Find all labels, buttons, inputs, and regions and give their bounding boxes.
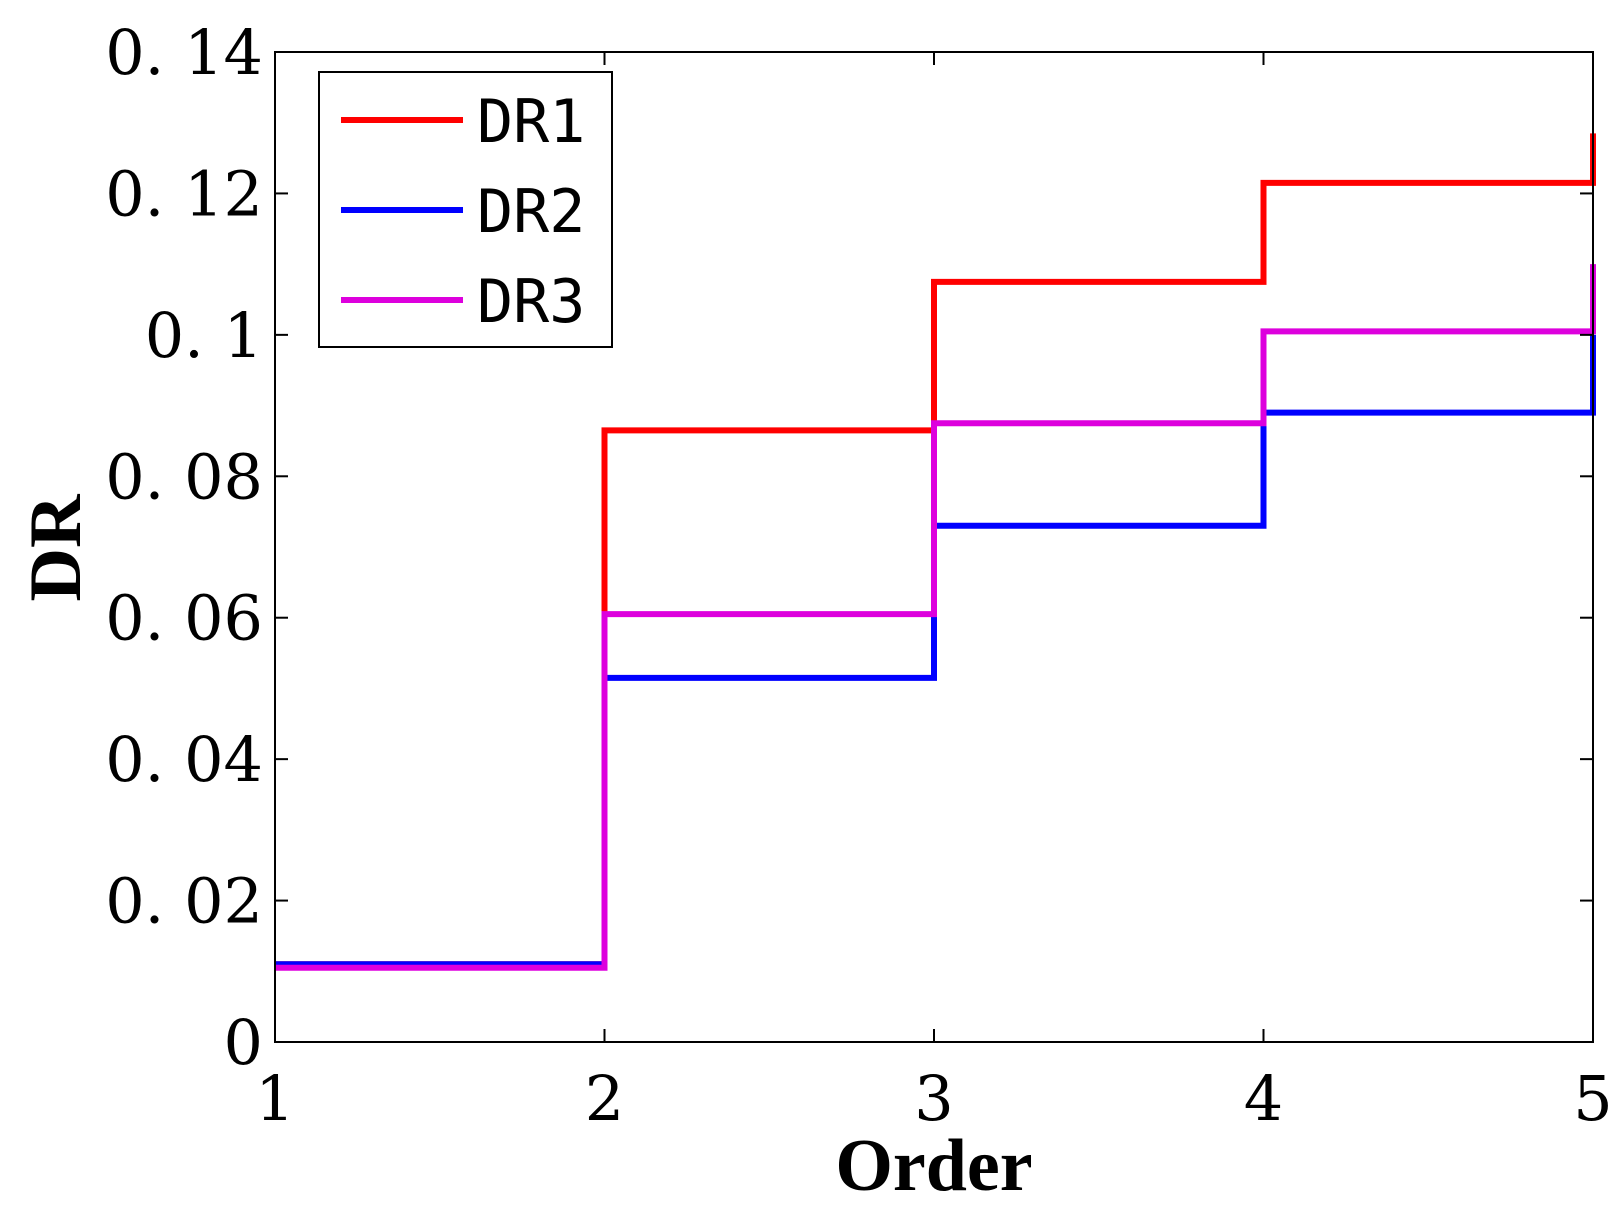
- y-tick-label: 0. 06: [105, 582, 263, 655]
- tick-layer: 1 2 3 4 5 0 0. 02 0. 04 0. 06 0. 08 0. 1 0. 12 0. 14: [105, 16, 1612, 1135]
- y-tick-label: 0. 02: [105, 865, 263, 938]
- series-line-dr3: [275, 264, 1596, 971]
- x-tick-label: 4: [1244, 1062, 1283, 1135]
- y-tick-label: 0. 14: [105, 16, 263, 89]
- y-axis-title: DR: [15, 493, 97, 601]
- y-tick-label: 0. 12: [105, 157, 263, 230]
- x-tick-label: 2: [585, 1062, 624, 1135]
- legend-label-dr3: DR3: [477, 267, 585, 337]
- x-tick-label: 3: [914, 1062, 953, 1135]
- legend: DR1 DR2 DR3: [318, 71, 613, 348]
- y-tick-label: 0: [224, 1006, 263, 1079]
- legend-label-dr1: DR1: [477, 87, 585, 157]
- x-tick-label: 1: [255, 1062, 294, 1135]
- x-tick-label: 5: [1573, 1062, 1612, 1135]
- y-tick-label: 0. 04: [105, 723, 263, 796]
- y-tick-label: 0. 08: [105, 440, 263, 513]
- series-layer: [275, 133, 1596, 971]
- y-tick-label: 0. 1: [145, 299, 263, 372]
- legend-label-dr2: DR2: [477, 177, 585, 247]
- x-axis-title: Order: [835, 1125, 1032, 1207]
